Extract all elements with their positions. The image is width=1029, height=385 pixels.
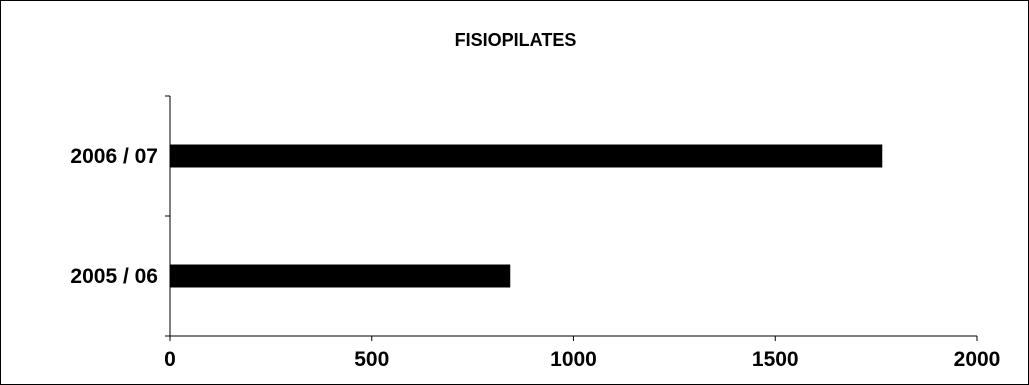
x-tick-label: 0	[164, 348, 176, 371]
x-tick-label: 1000	[550, 348, 597, 371]
chart-title: FISIOPILATES	[454, 30, 577, 50]
bar-2005-06	[169, 264, 511, 288]
bar-2006-07	[169, 144, 883, 168]
y-tick-label: 2006 / 07	[70, 145, 158, 168]
x-tick-label: 2000	[954, 348, 1001, 371]
x-tick-label: 500	[354, 348, 389, 371]
y-tick-label: 2005 / 06	[70, 265, 158, 288]
x-tick-label: 1500	[752, 348, 799, 371]
